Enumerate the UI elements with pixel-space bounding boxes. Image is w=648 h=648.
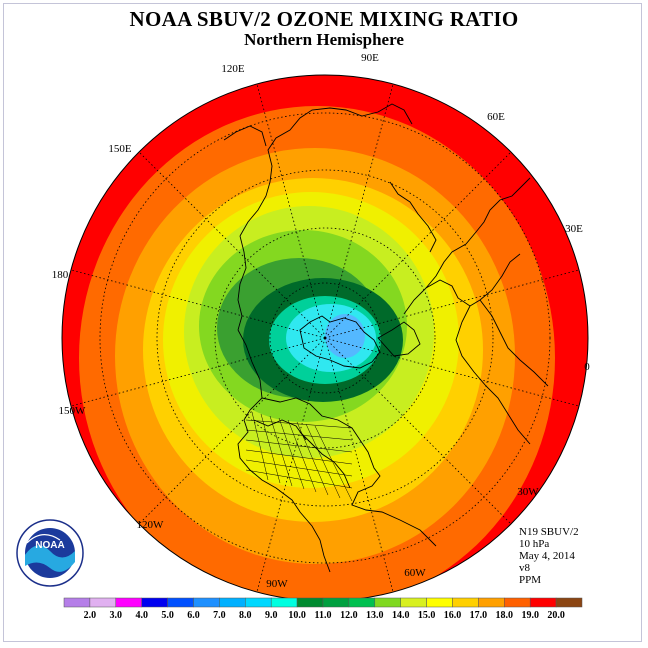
meridian-line <box>324 267 586 339</box>
colorbar-swatch <box>452 597 479 608</box>
colorbar-tick-label: 2.0 <box>84 610 97 621</box>
map-subtitle: Northern Hemisphere <box>244 30 404 49</box>
colorbar-swatch <box>529 597 557 608</box>
meridian-line <box>254 337 326 599</box>
colorbar-tick-label: 14.0 <box>392 610 410 621</box>
colorbar-tick-label: 20.0 <box>547 610 565 621</box>
colorbar-tick-label: 17.0 <box>470 610 488 621</box>
lon-label-60w: 60W <box>404 567 426 579</box>
colorbar-tick-label: 5.0 <box>161 610 174 621</box>
lon-label-30e: 30E <box>565 223 583 235</box>
latitude-circle <box>214 227 436 449</box>
coastline <box>389 181 437 253</box>
colorbar: 2.0 3.0 4.0 5.0 6.0 7.0 8.0 9.0 10.0 11.0 12.0 13.0… <box>63 597 583 621</box>
colorbar-tick-label: 18.0 <box>496 610 514 621</box>
contour-band <box>325 314 365 358</box>
lon-label-0: 0 <box>584 361 590 373</box>
coastline <box>299 315 381 369</box>
colorbar-tick-label: 13.0 <box>366 610 384 621</box>
colorbar-tick-label: 4.0 <box>135 610 148 621</box>
coastline <box>237 235 247 331</box>
meridian-line <box>324 337 517 530</box>
colorbar-swatch <box>89 597 117 608</box>
map-title: NOAA SBUV/2 OZONE MIXING RATIO <box>129 7 519 31</box>
coastline <box>479 299 549 387</box>
colorbar-swatch <box>374 597 401 608</box>
meridian-line <box>324 337 586 409</box>
lon-label-120e: 120E <box>221 63 245 75</box>
colorbar-tick-label: 19.0 <box>521 610 539 621</box>
colorbar-swatch <box>219 597 246 608</box>
colorbar-swatch <box>555 597 583 608</box>
colorbar-swatch <box>193 597 220 608</box>
lon-label-180: 180 <box>52 269 69 281</box>
lon-label-60e: 60E <box>487 111 505 123</box>
meridian-line <box>133 146 326 339</box>
info-level: 10 hPa <box>519 538 550 550</box>
latitude-circle <box>99 112 551 564</box>
coastline <box>253 419 307 441</box>
colorbar-swatch <box>504 597 531 608</box>
meridian-line <box>64 337 326 409</box>
colorbar-swatch <box>478 597 505 608</box>
lon-label-150w: 150W <box>59 405 87 417</box>
colorbar-swatch <box>141 597 168 608</box>
colorbar-tick-label: 6.0 <box>187 610 200 621</box>
coastline <box>223 125 267 147</box>
lon-label-90w: 90W <box>266 578 288 590</box>
colorbar-swatch <box>348 597 376 608</box>
info-units: PPM <box>519 574 542 586</box>
meridian-line <box>64 267 326 339</box>
coastline <box>425 177 531 289</box>
colorbar-swatch <box>115 597 142 608</box>
colorbar-tick-label: 10.0 <box>288 610 306 621</box>
lon-label-150e: 150E <box>108 143 132 155</box>
coastline <box>261 397 437 547</box>
noaa-logo: NOAA <box>16 519 84 587</box>
colorbar-swatch <box>296 597 324 608</box>
coastline <box>239 103 413 237</box>
coastlines <box>223 103 549 573</box>
colorbar-swatch <box>426 597 453 608</box>
meridian-line <box>324 77 396 339</box>
coastline <box>299 431 351 489</box>
colorbar-tick-label: 9.0 <box>265 610 278 621</box>
latitude-circle <box>156 169 494 507</box>
colorbar-swatch <box>167 597 194 608</box>
colorbar-tick-label: 16.0 <box>444 610 462 621</box>
lon-label-120w: 120W <box>137 519 165 531</box>
lon-label-30w: 30W <box>517 486 539 498</box>
colorbar-swatch <box>270 597 298 608</box>
longitude-labels: 90E 60E 30E 0 30W 60W 90W 120W 150W 180 … <box>52 52 591 590</box>
meridian-line <box>324 337 396 599</box>
colorbar-tick-label: 8.0 <box>239 610 252 621</box>
colorbar-swatch <box>322 597 350 608</box>
info-satellite: N19 SBUV/2 <box>519 526 579 538</box>
colorbar-tick-label: 11.0 <box>315 610 332 621</box>
colorbar-swatch <box>400 597 427 608</box>
colorbar-swatch <box>245 597 272 608</box>
colorbar-tick-label: 7.0 <box>213 610 226 621</box>
coastline <box>455 305 531 445</box>
noaa-logo-text: NOAA <box>35 540 64 551</box>
info-date: May 4, 2014 <box>519 550 575 562</box>
meridian-line <box>324 146 517 339</box>
lon-label-90e: 90E <box>361 52 379 64</box>
info-version: v8 <box>519 562 530 574</box>
meridian-line <box>133 337 326 530</box>
coastline <box>237 329 331 573</box>
latitude-circle <box>269 282 381 394</box>
colorbar-tick-label: 12.0 <box>340 610 358 621</box>
colorbar-swatch <box>63 597 91 608</box>
meridian-line <box>254 77 326 339</box>
lat-lon-grid <box>64 77 586 599</box>
colorbar-tick-label: 3.0 <box>110 610 123 621</box>
colorbar-tick-label: 15.0 <box>418 610 436 621</box>
coastline <box>377 321 421 357</box>
